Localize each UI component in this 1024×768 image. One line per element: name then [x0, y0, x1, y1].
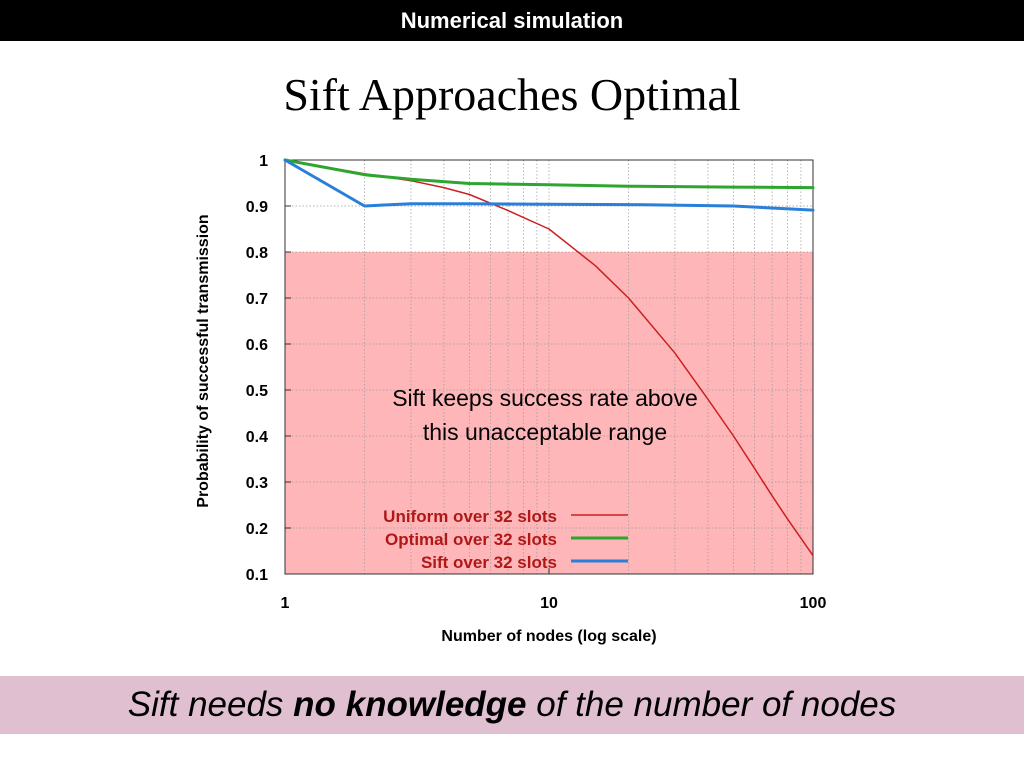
- y-tick-label: 0.8: [246, 245, 268, 262]
- y-tick-label: 0.7: [246, 291, 268, 308]
- x-tick-label: 10: [540, 595, 558, 612]
- footer-text-before: Sift needs: [127, 685, 294, 724]
- section-header: Numerical simulation: [0, 0, 1024, 41]
- footer-banner: Sift needs no knowledge of the number of…: [0, 676, 1024, 734]
- footer-text-after: of the number of nodes: [526, 685, 897, 724]
- legend-label: Sift over 32 slots: [421, 553, 557, 572]
- series-line: [284, 159, 814, 557]
- footer-text-bold: no knowledge: [293, 685, 527, 724]
- legend-label: Uniform over 32 slots: [383, 507, 557, 526]
- success-probability-chart: 0.1 0.2 0.3 0.4 0.5 0.6 0.7 0.8 0.9 1 1 10 100 Number…: [195, 153, 827, 645]
- series-line: [283, 158, 815, 212]
- annotation-line: Sift keeps success rate above: [392, 385, 698, 411]
- y-tick-label: 0.9: [246, 199, 268, 216]
- x-axis-label: Number of nodes (log scale): [441, 628, 656, 645]
- annotation-line: this unacceptable range: [423, 419, 667, 445]
- y-tick-label: 0.2: [246, 521, 268, 538]
- y-axis-label: Probability of successful transmission: [195, 214, 212, 507]
- x-tick-label: 100: [800, 595, 827, 612]
- y-tick-label: 0.1: [246, 567, 268, 584]
- y-tick-label: 0.6: [246, 337, 268, 354]
- y-tick-label: 1: [259, 153, 268, 170]
- y-tick-label: 0.5: [246, 383, 268, 400]
- series-line: [283, 158, 815, 190]
- y-tick-label: 0.4: [246, 429, 268, 446]
- slide-title: Sift Approaches Optimal: [283, 69, 741, 120]
- legend-label: Optimal over 32 slots: [385, 530, 557, 549]
- y-tick-label: 0.3: [246, 475, 268, 492]
- x-tick-label: 1: [281, 595, 290, 612]
